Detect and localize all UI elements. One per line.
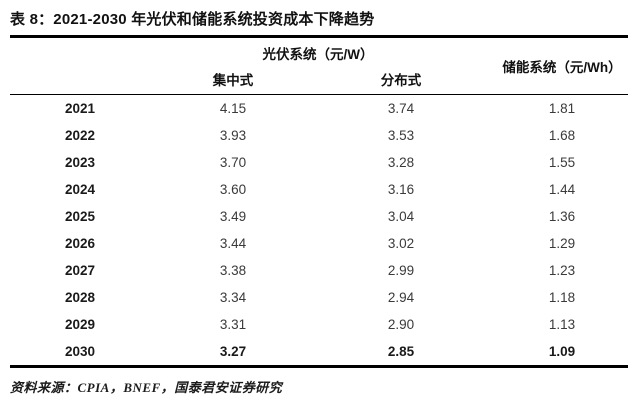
cell-centralized: 3.49 xyxy=(219,209,247,224)
col-header-distributed: 分布式 xyxy=(380,72,422,88)
table-row: 2022 3.93 3.53 1.68 xyxy=(10,122,628,149)
rule-header xyxy=(10,93,628,95)
cell-centralized: 4.15 xyxy=(219,101,247,116)
cell-year: 2029 xyxy=(64,317,96,332)
cell-centralized: 3.27 xyxy=(219,344,247,359)
cell-centralized: 3.31 xyxy=(219,317,247,332)
group-header-pv: 光伏系统（元/W） xyxy=(262,46,374,62)
cell-distributed: 3.28 xyxy=(387,155,415,170)
cell-storage: 1.44 xyxy=(548,182,576,197)
cell-year: 2022 xyxy=(64,128,96,143)
cell-distributed: 2.90 xyxy=(387,317,415,332)
cell-year: 2023 xyxy=(64,155,96,170)
cell-distributed: 3.02 xyxy=(387,236,415,251)
table-body: 2021 4.15 3.74 1.81 2022 3.93 3.53 1.68 … xyxy=(10,95,628,365)
table-header: 光伏系统（元/W） 储能系统（元/Wh） 集中式 分布式 xyxy=(10,38,628,94)
cell-year: 2021 xyxy=(64,101,96,116)
cell-distributed: 3.04 xyxy=(387,209,415,224)
table-row: 2030 3.27 2.85 1.09 xyxy=(10,338,628,365)
cell-year: 2024 xyxy=(64,182,96,197)
source-note: 资料来源：CPIA，BNEF，国泰君安证券研究 xyxy=(10,379,283,395)
table-row: 2027 3.38 2.99 1.23 xyxy=(10,257,628,284)
cell-storage: 1.68 xyxy=(548,128,576,143)
table-row: 2026 3.44 3.02 1.29 xyxy=(10,230,628,257)
table-row: 2028 3.34 2.94 1.18 xyxy=(10,284,628,311)
cell-centralized: 3.44 xyxy=(219,236,247,251)
cell-storage: 1.23 xyxy=(548,263,576,278)
cell-storage: 1.55 xyxy=(548,155,576,170)
table-row: 2025 3.49 3.04 1.36 xyxy=(10,203,628,230)
cell-year: 2030 xyxy=(64,344,96,359)
rule-bottom xyxy=(10,365,628,368)
cell-year: 2025 xyxy=(64,209,96,224)
cell-storage: 1.13 xyxy=(548,317,576,332)
cell-distributed: 3.53 xyxy=(387,128,415,143)
cell-year: 2027 xyxy=(64,263,96,278)
cell-distributed: 3.16 xyxy=(387,182,415,197)
table-row: 2024 3.60 3.16 1.44 xyxy=(10,176,628,203)
cell-distributed: 2.94 xyxy=(387,290,415,305)
cell-centralized: 3.60 xyxy=(219,182,247,197)
cell-centralized: 3.70 xyxy=(219,155,247,170)
cell-storage: 1.18 xyxy=(548,290,576,305)
cell-storage: 1.36 xyxy=(548,209,576,224)
cell-storage: 1.29 xyxy=(548,236,576,251)
cell-distributed: 3.74 xyxy=(387,101,415,116)
cell-storage: 1.09 xyxy=(548,344,576,359)
col-header-centralized: 集中式 xyxy=(212,72,254,88)
page-title: 表 8：2021-2030 年光伏和储能系统投资成本下降趋势 xyxy=(10,11,375,28)
cell-year: 2026 xyxy=(64,236,96,251)
cell-distributed: 2.99 xyxy=(387,263,415,278)
cell-year: 2028 xyxy=(64,290,96,305)
cell-distributed: 2.85 xyxy=(387,344,415,359)
group-header-storage: 储能系统（元/Wh） xyxy=(502,59,622,75)
cell-centralized: 3.93 xyxy=(219,128,247,143)
rule-top xyxy=(10,35,628,38)
table-row: 2021 4.15 3.74 1.81 xyxy=(10,95,628,122)
table-row: 2023 3.70 3.28 1.55 xyxy=(10,149,628,176)
cell-storage: 1.81 xyxy=(548,101,576,116)
table-row: 2029 3.31 2.90 1.13 xyxy=(10,311,628,338)
cell-centralized: 3.34 xyxy=(219,290,247,305)
cell-centralized: 3.38 xyxy=(219,263,247,278)
